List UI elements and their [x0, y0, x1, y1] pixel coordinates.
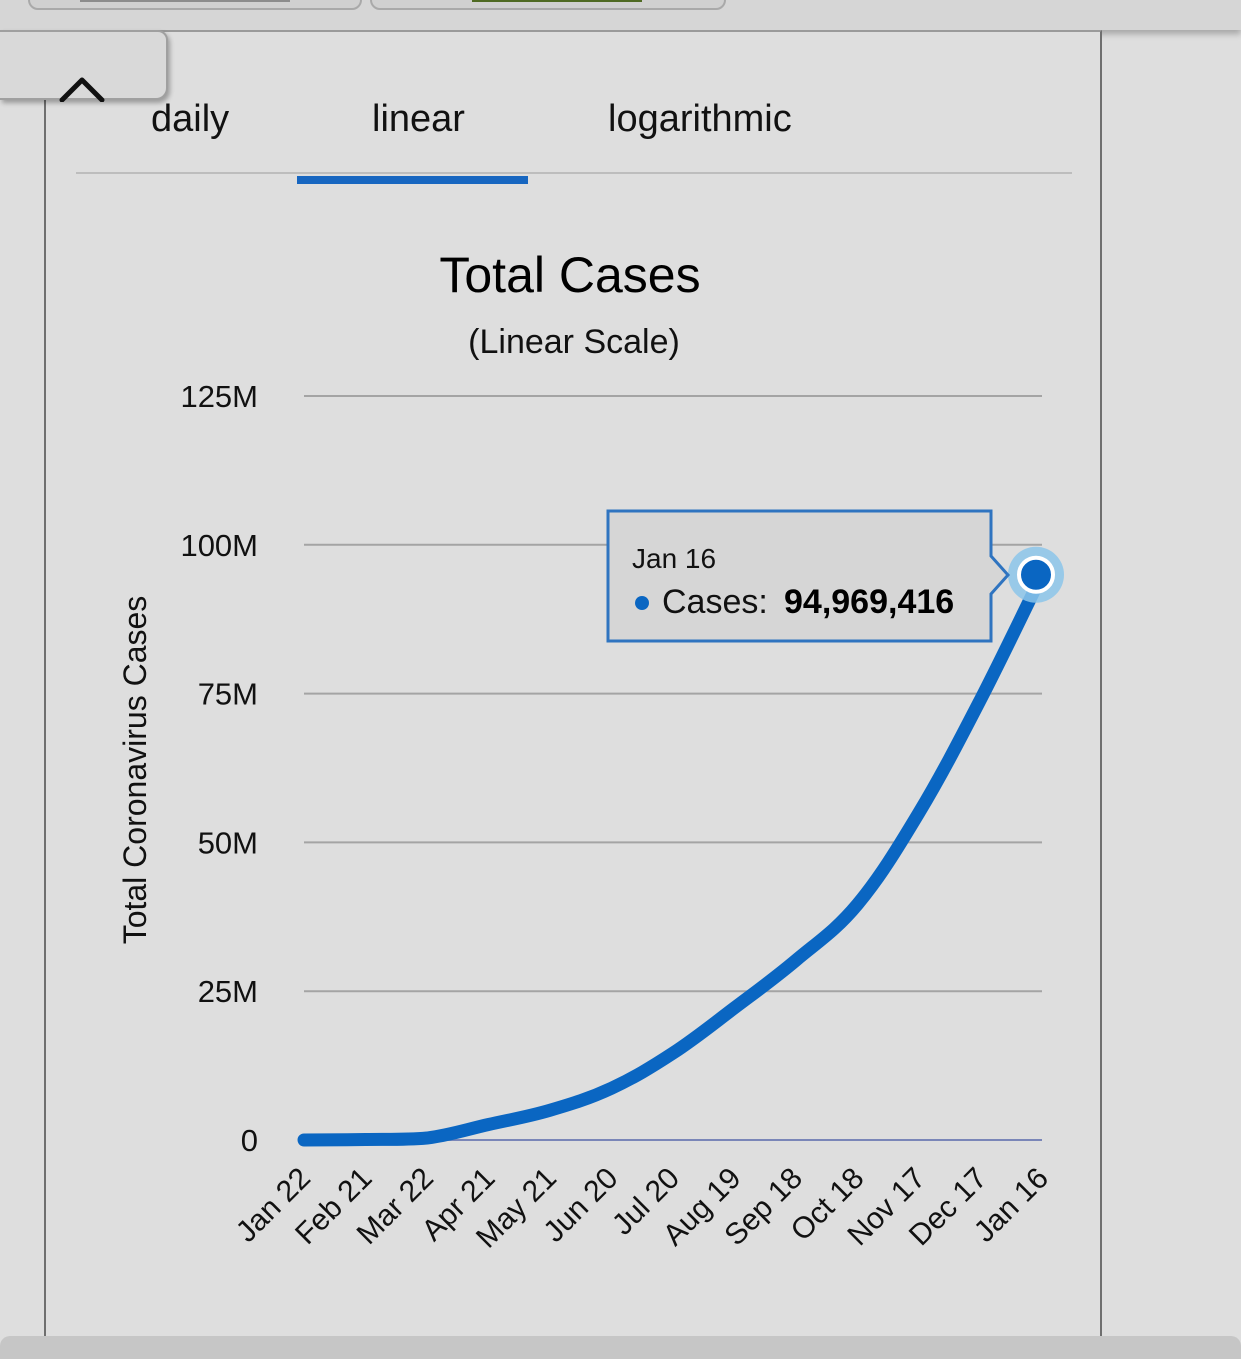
y-axis-label: Total Coronavirus Cases — [117, 596, 153, 945]
chart-tabs: daily linear logarithmic — [76, 90, 1072, 186]
y-tick-label: 100M — [180, 528, 258, 563]
y-tick-label: 25M — [198, 974, 258, 1009]
chart-title: Total Cases — [439, 247, 700, 303]
tab-logarithmic[interactable]: logarithmic — [608, 98, 792, 140]
series-line-total-cases — [297, 568, 1049, 1147]
chevron-up-icon — [59, 77, 105, 103]
tab-daily[interactable]: daily — [151, 98, 230, 140]
y-tick-label: 0 — [241, 1123, 258, 1158]
y-tick-label: 50M — [198, 825, 258, 860]
thumbnail-image — [80, 0, 290, 2]
tab-divider — [76, 172, 1072, 174]
bottom-scroll-bar[interactable] — [0, 1336, 1241, 1359]
y-tick-label: 75M — [198, 677, 258, 712]
y-axis-ticks: 0 25M 50M 75M 100M 125M — [180, 379, 258, 1158]
browser-tab-strip — [0, 0, 1241, 30]
y-tick-label: 125M — [180, 379, 258, 414]
tooltip-series-label: Cases: — [662, 583, 768, 621]
tooltip: Jan 16 Cases: 94,969,416 — [606, 509, 1011, 643]
hover-point[interactable] — [1017, 555, 1055, 594]
tooltip-date: Jan 16 — [632, 543, 716, 574]
gridlines — [304, 395, 1042, 1141]
active-tab-indicator — [297, 176, 528, 184]
chart-subtitle: (Linear Scale) — [468, 323, 680, 361]
collapse-button[interactable] — [0, 30, 168, 103]
thumbnail-image — [472, 0, 642, 2]
tooltip-box — [606, 509, 1011, 643]
tooltip-value: 94,969,416 — [784, 583, 954, 621]
tooltip-series-dot — [635, 596, 649, 610]
tab-linear[interactable]: linear — [372, 98, 465, 140]
